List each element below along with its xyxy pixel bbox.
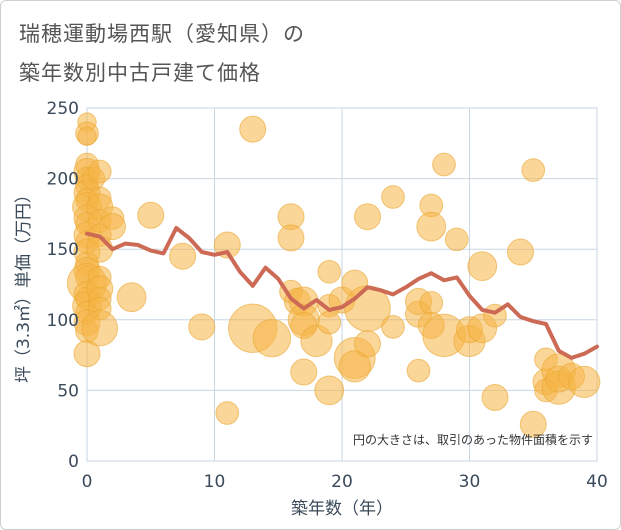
bubble: [277, 224, 305, 252]
bubble: [252, 318, 292, 358]
bubble: [98, 213, 127, 241]
bubble: [419, 291, 444, 315]
bubble: [317, 310, 342, 335]
bubble: [116, 282, 147, 313]
bubble: [467, 251, 498, 282]
bubble: [86, 235, 114, 263]
bubble: [521, 158, 546, 182]
bubble: [381, 315, 405, 339]
bubble: [416, 211, 447, 242]
bubble: [353, 203, 382, 231]
x-tick-label: 30: [459, 472, 481, 492]
y-axis-label: 坪（3.3㎡）単価（万円）: [14, 186, 34, 383]
bubble: [381, 185, 405, 209]
y-tick-label: 50: [57, 381, 79, 401]
bubble: [81, 310, 119, 347]
x-tick-label: 40: [586, 472, 608, 492]
bubble: [406, 358, 431, 383]
bubble: [169, 242, 197, 270]
x-tick-label: 20: [331, 472, 353, 492]
y-tick-label: 100: [47, 311, 79, 331]
chart-title-line-1: 瑞穂運動場西駅（愛知県）の: [19, 22, 305, 46]
y-tick-label: 250: [47, 99, 79, 119]
bubble: [87, 159, 112, 184]
x-tick-label: 10: [204, 472, 226, 492]
bubble: [137, 201, 165, 229]
trend-line-group: [85, 226, 599, 360]
bubble: [215, 401, 240, 425]
chart-note: 円の大きさは、取引のあった物件面積を示す: [353, 432, 593, 447]
bubble: [317, 259, 342, 284]
bubble: [338, 350, 371, 383]
trend-line: [85, 226, 599, 360]
bubbles: [66, 112, 601, 438]
bubble: [481, 383, 509, 411]
y-tick-label: 0: [68, 452, 79, 472]
y-tick-label: 200: [47, 170, 79, 190]
bubble: [188, 313, 216, 341]
bubble: [568, 365, 601, 399]
bubble: [506, 238, 535, 266]
x-tick-label: 0: [82, 472, 93, 492]
bubble: [432, 152, 456, 177]
bubble: [353, 330, 382, 358]
bubble: [519, 410, 547, 438]
axes: 0 50 100 150 200 250 0 10 20 30 40: [47, 99, 608, 492]
y-tick-label: 150: [47, 240, 79, 260]
bubble: [314, 375, 345, 406]
bubble: [77, 126, 97, 146]
x-axis-label: 築年数（年）: [291, 499, 393, 519]
chart-title-line-2: 築年数別中古戸建て価格: [19, 61, 261, 85]
bubble: [290, 358, 318, 386]
bubble: [444, 227, 469, 252]
bubble: [239, 115, 267, 143]
